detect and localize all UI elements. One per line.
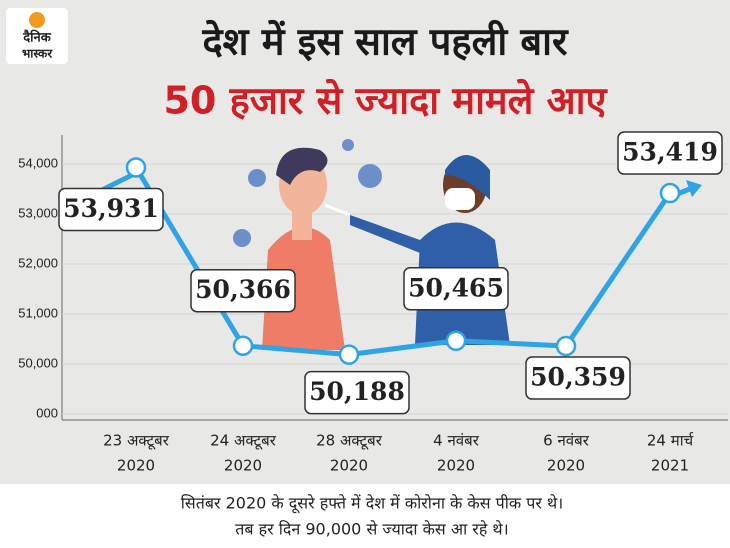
value-label: 50,366: [195, 275, 291, 304]
data-point: [555, 335, 577, 357]
logo-sun: [29, 12, 45, 28]
value-label: 50,465: [408, 273, 504, 302]
y-tick-label: 50,000: [18, 355, 58, 370]
value-label-box: [617, 131, 723, 175]
value-label-box: [403, 267, 509, 311]
footnote: तब हर दिन 90,000 से ज्यादा केस आ रहे थे।: [235, 520, 508, 539]
y-tick-label: 51,000: [18, 305, 58, 320]
value-label-box: [525, 356, 631, 400]
data-point: [338, 344, 360, 365]
y-tick-label: 52,000: [18, 255, 58, 270]
data-line: [133, 166, 673, 358]
value-label: 53,931: [63, 194, 159, 223]
x-tick-label: 6 नवंबर: [543, 432, 590, 450]
logo-text: भास्कर: [22, 47, 53, 61]
footer: [0, 484, 730, 548]
x-tick-label: 4 नवंबर: [433, 432, 480, 450]
footnote: सितंबर 2020 के दूसरे हफ्ते में देश में क…: [181, 494, 563, 514]
y-tick-label: 54,000: [18, 155, 58, 170]
data-point: [125, 157, 147, 178]
arrow-head: [686, 180, 702, 197]
value-label-box: [190, 268, 296, 313]
data-point: [659, 182, 681, 204]
value-label: 50,188: [309, 377, 405, 406]
data-point: [232, 335, 254, 356]
x-tick-label: 23 अक्टूबर: [103, 432, 170, 451]
illustration: [233, 139, 510, 350]
value-label: 50,359: [530, 363, 626, 392]
logo-box: [6, 8, 68, 64]
x-tick-label: 2020: [117, 457, 155, 475]
x-tick-label: 28 अक्टूबर: [316, 432, 383, 451]
x-tick-label: 2020: [547, 457, 585, 475]
x-tick-label: 2020: [330, 457, 368, 475]
value-label-box: [304, 370, 410, 415]
x-tick-label: 24 मार्च: [647, 432, 694, 450]
y-tick-label: 000: [36, 405, 58, 420]
value-label-box: [58, 187, 164, 232]
chart-subtitle: 50 हजार से ज्यादा मामले आए: [163, 79, 608, 123]
y-tick-label: 53,000: [18, 205, 58, 220]
logo-text: दैनिक: [22, 30, 51, 46]
data-point: [445, 330, 467, 351]
x-tick-label: 2020: [437, 457, 475, 475]
value-label: 53,419: [622, 138, 718, 167]
x-tick-label: 24 अक्टूबर: [210, 432, 277, 451]
x-tick-label: 2020: [224, 457, 262, 475]
chart-title: देश में इस साल पहली बार: [202, 20, 569, 64]
x-tick-label: 2021: [651, 457, 689, 475]
